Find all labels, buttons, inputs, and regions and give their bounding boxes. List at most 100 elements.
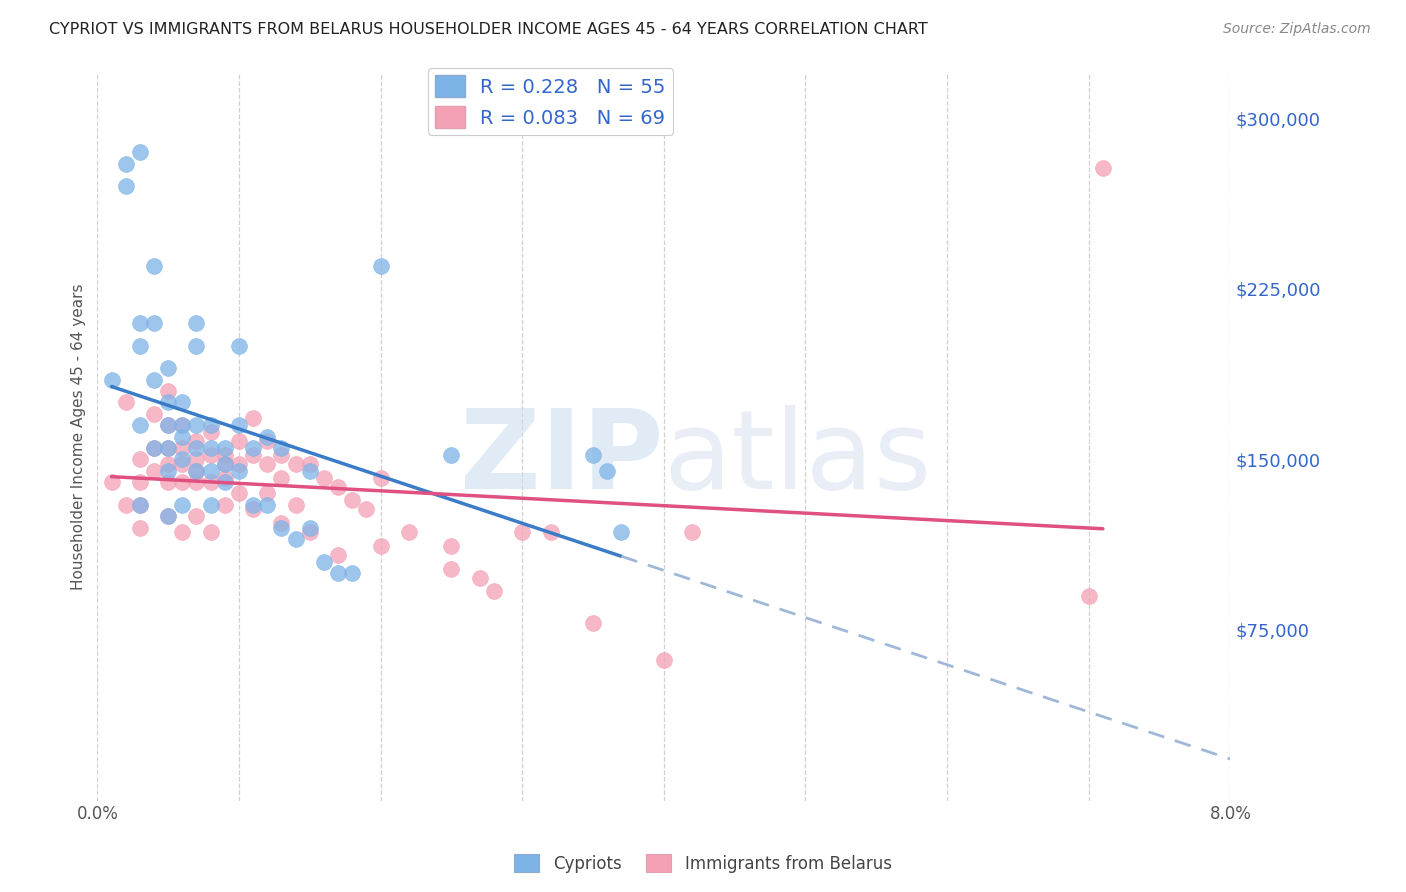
Point (128, 520, 150, 534)
Point (270, 448, 292, 462)
Point (468, 571, 491, 585)
Point (186, 464, 208, 478)
Point (143, 316, 166, 330)
Point (128, 498, 150, 512)
Point (200, 441, 222, 455)
Point (652, 652, 675, 666)
Point (1091, 161, 1114, 175)
Point (214, 457, 236, 471)
Point (482, 584, 505, 599)
Point (143, 373, 166, 387)
Point (284, 457, 307, 471)
Point (128, 316, 150, 330)
Text: Source: ZipAtlas.com: Source: ZipAtlas.com (1223, 22, 1371, 37)
Point (114, 156, 136, 170)
Point (200, 418, 222, 433)
Point (200, 498, 222, 512)
Point (242, 411, 264, 425)
Legend: Cypriots, Immigrants from Belarus: Cypriots, Immigrants from Belarus (508, 847, 898, 880)
Point (596, 464, 619, 478)
Point (1077, 589, 1099, 603)
Point (214, 470, 236, 484)
Point (157, 464, 180, 478)
Point (143, 441, 166, 455)
Point (157, 475, 180, 489)
Point (200, 525, 222, 540)
Point (370, 539, 392, 553)
Point (172, 429, 194, 443)
Point (186, 434, 208, 449)
Point (114, 395, 136, 409)
Point (370, 259, 392, 273)
Point (342, 566, 364, 580)
Point (186, 509, 208, 524)
Point (186, 464, 208, 478)
Point (100, 373, 122, 387)
Y-axis label: Householder Income Ages 45 - 64 years: Householder Income Ages 45 - 64 years (72, 284, 86, 590)
Point (228, 464, 250, 478)
Point (157, 441, 180, 455)
Point (200, 425, 222, 439)
Point (200, 464, 222, 478)
Point (172, 452, 194, 467)
Point (172, 457, 194, 471)
Point (114, 498, 136, 512)
Point (128, 498, 150, 512)
Point (228, 434, 250, 449)
Point (242, 502, 264, 516)
Point (270, 470, 292, 484)
Point (270, 441, 292, 455)
Point (326, 548, 349, 562)
Point (100, 475, 122, 489)
Point (214, 498, 236, 512)
Point (172, 498, 194, 512)
Point (128, 418, 150, 433)
Point (228, 486, 250, 500)
Point (200, 448, 222, 462)
Point (228, 418, 250, 433)
Point (242, 448, 264, 462)
Point (114, 179, 136, 194)
Point (172, 418, 194, 433)
Point (298, 464, 321, 478)
Point (228, 457, 250, 471)
Point (681, 525, 703, 540)
Point (312, 555, 335, 569)
Point (128, 145, 150, 160)
Point (284, 498, 307, 512)
Point (128, 475, 150, 489)
Point (186, 418, 208, 433)
Point (256, 498, 278, 512)
Point (284, 532, 307, 546)
Point (214, 475, 236, 489)
Point (582, 616, 605, 631)
Point (143, 464, 166, 478)
Point (298, 520, 321, 534)
Point (326, 566, 349, 580)
Point (186, 316, 208, 330)
Point (510, 525, 533, 540)
Point (540, 525, 562, 540)
Point (256, 457, 278, 471)
Point (312, 470, 335, 484)
Point (172, 475, 194, 489)
Point (143, 407, 166, 421)
Point (298, 457, 321, 471)
Point (242, 498, 264, 512)
Point (298, 525, 321, 540)
Point (270, 516, 292, 530)
Legend: R = 0.228   N = 55, R = 0.083   N = 69: R = 0.228 N = 55, R = 0.083 N = 69 (427, 68, 673, 136)
Point (214, 457, 236, 471)
Point (157, 395, 180, 409)
Point (186, 338, 208, 352)
Text: CYPRIOT VS IMMIGRANTS FROM BELARUS HOUSEHOLDER INCOME AGES 45 - 64 YEARS CORRELA: CYPRIOT VS IMMIGRANTS FROM BELARUS HOUSE… (49, 22, 928, 37)
Point (228, 338, 250, 352)
Point (128, 338, 150, 352)
Point (143, 441, 166, 455)
Text: atlas: atlas (664, 405, 932, 512)
Point (256, 429, 278, 443)
Point (172, 441, 194, 455)
Point (582, 448, 605, 462)
Point (270, 520, 292, 534)
Point (214, 448, 236, 462)
